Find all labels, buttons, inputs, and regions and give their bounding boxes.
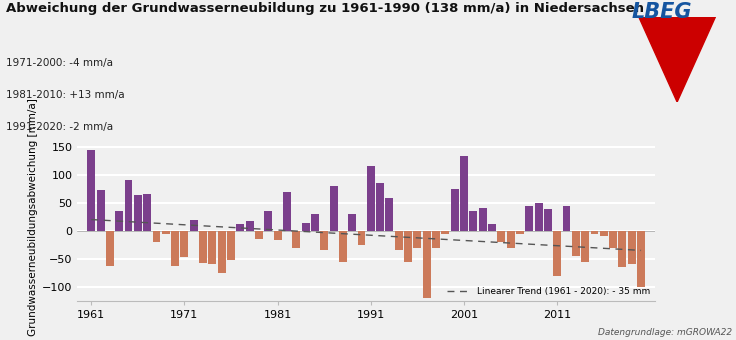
Bar: [311, 214, 319, 231]
Bar: [460, 156, 468, 231]
Text: LBEG: LBEG: [631, 2, 692, 22]
Text: 1971-2000: -4 mm/a: 1971-2000: -4 mm/a: [6, 58, 113, 68]
Bar: [255, 231, 263, 239]
Bar: [600, 231, 608, 236]
Bar: [386, 198, 394, 231]
Bar: [162, 231, 170, 234]
Bar: [106, 231, 114, 266]
Bar: [339, 231, 347, 262]
Bar: [124, 180, 132, 231]
Bar: [470, 211, 477, 231]
Bar: [208, 231, 216, 265]
Bar: [618, 231, 626, 267]
Bar: [236, 224, 244, 231]
Y-axis label: Grundwasserneubildungsabweichung [mm/a]: Grundwasserneubildungsabweichung [mm/a]: [28, 98, 38, 336]
Bar: [180, 231, 188, 257]
Bar: [590, 231, 598, 234]
Bar: [283, 191, 291, 231]
Bar: [302, 223, 310, 231]
Bar: [358, 231, 366, 245]
Bar: [628, 231, 636, 265]
Bar: [488, 224, 496, 231]
Bar: [544, 209, 552, 231]
Bar: [609, 231, 617, 248]
Bar: [152, 231, 160, 242]
Bar: [348, 214, 356, 231]
Bar: [478, 208, 486, 231]
Bar: [572, 231, 580, 256]
Bar: [506, 231, 514, 248]
Bar: [450, 189, 459, 231]
Bar: [88, 150, 95, 231]
Bar: [274, 231, 282, 240]
Bar: [394, 231, 403, 250]
Bar: [218, 231, 226, 273]
Text: 1981-2010: +13 mm/a: 1981-2010: +13 mm/a: [6, 90, 124, 100]
Bar: [581, 231, 589, 262]
Bar: [376, 183, 384, 231]
Text: Abweichung der Grundwasserneubildung zu 1961-1990 (138 mm/a) in Niedersachsen: Abweichung der Grundwasserneubildung zu …: [6, 2, 644, 15]
Bar: [330, 186, 338, 231]
Bar: [404, 231, 412, 262]
Legend: Linearer Trend (1961 - 2020): - 35 mm: Linearer Trend (1961 - 2020): - 35 mm: [447, 287, 651, 296]
Bar: [292, 231, 300, 248]
Bar: [516, 231, 524, 234]
Bar: [414, 231, 422, 248]
Bar: [171, 231, 179, 266]
Bar: [534, 203, 542, 231]
Bar: [116, 211, 123, 231]
Text: Datengrundlage: mGROWA22: Datengrundlage: mGROWA22: [598, 328, 732, 337]
Bar: [199, 231, 207, 263]
Bar: [526, 205, 533, 231]
Text: 1991-2020: -2 mm/a: 1991-2020: -2 mm/a: [6, 122, 113, 132]
Bar: [637, 231, 645, 287]
Bar: [144, 194, 151, 231]
Bar: [367, 166, 375, 231]
Polygon shape: [639, 17, 715, 102]
Bar: [320, 231, 328, 250]
Bar: [246, 221, 254, 231]
Bar: [498, 231, 505, 242]
Bar: [264, 210, 272, 231]
Bar: [442, 231, 450, 234]
Bar: [562, 205, 570, 231]
Bar: [553, 231, 561, 276]
Bar: [422, 231, 431, 298]
Bar: [134, 195, 142, 231]
Bar: [96, 190, 105, 231]
Bar: [190, 220, 198, 231]
Bar: [432, 231, 440, 248]
Bar: [227, 231, 235, 260]
